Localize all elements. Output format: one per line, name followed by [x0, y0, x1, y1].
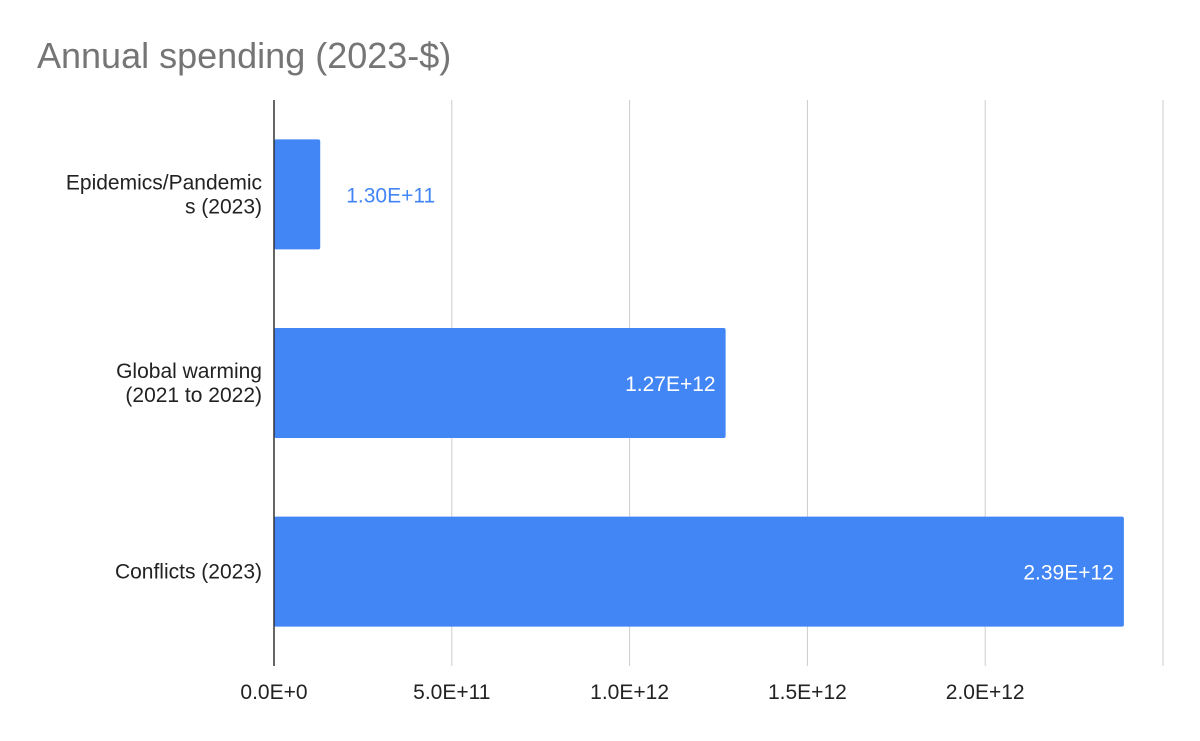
bar: [274, 328, 726, 438]
bars: 1.30E+11 1.27E+12 2.39E+12: [274, 139, 1124, 627]
category-label: Epidemics/Pandemic: [66, 171, 262, 194]
bar-value-label: 1.27E+12: [625, 373, 716, 396]
bar-value-label: 2.39E+12: [1023, 562, 1114, 585]
bar-value-label: 1.30E+11: [346, 184, 435, 207]
chart-title: Annual spending (2023-$): [37, 35, 451, 76]
category-label: s (2023): [185, 195, 262, 218]
x-tick-label: 5.0E+11: [413, 681, 490, 704]
x-tick-label: 1.5E+12: [768, 681, 847, 704]
category-label: (2021 to 2022): [125, 384, 262, 407]
category-label: Conflicts (2023): [115, 561, 262, 584]
x-tick-label: 0.0E+0: [240, 681, 307, 704]
bar: [274, 139, 321, 250]
x-tick-label: 2.0E+12: [946, 681, 1025, 704]
x-axis-ticks: 0.0E+0 5.0E+11 1.0E+12 1.5E+12 2.0E+12: [240, 681, 1024, 704]
bar: [274, 516, 1124, 627]
x-tick-label: 1.0E+12: [590, 681, 669, 704]
category-label: Global warming: [116, 360, 262, 383]
